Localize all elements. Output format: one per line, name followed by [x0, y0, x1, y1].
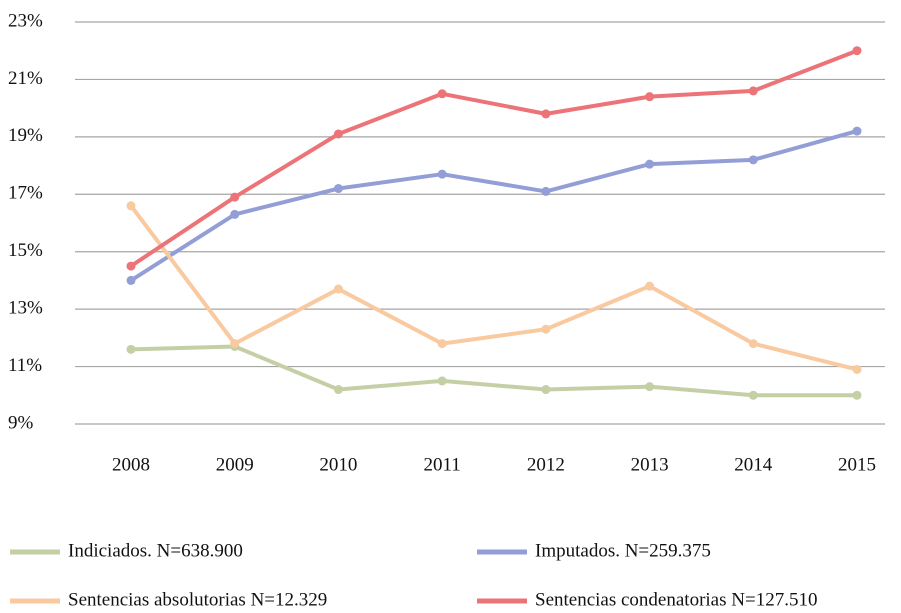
point [126, 201, 136, 211]
point [852, 126, 862, 136]
point [748, 155, 758, 165]
point [541, 109, 551, 119]
legend-label: Sentencias absolutorias N=12.329 [68, 589, 327, 610]
point [333, 284, 343, 294]
y-tick-label: 11% [8, 355, 42, 376]
point [645, 159, 655, 169]
x-tick-label: 2013 [631, 454, 669, 475]
point [437, 339, 447, 349]
series-line [130, 344, 857, 398]
point [541, 385, 551, 395]
point [852, 46, 862, 56]
point [852, 364, 862, 374]
point [748, 339, 758, 349]
point [333, 129, 343, 139]
point [748, 86, 758, 96]
point [645, 281, 655, 291]
point [333, 184, 343, 194]
y-tick-label: 15% [8, 240, 43, 261]
point [126, 344, 136, 354]
y-tick-label: 19% [8, 125, 43, 146]
point [126, 261, 136, 271]
point [645, 382, 655, 392]
y-tick-label: 17% [8, 183, 43, 204]
x-tick-label: 2010 [319, 454, 357, 475]
series-line [129, 129, 858, 283]
series-line [129, 204, 858, 372]
x-tick-label: 2014 [734, 454, 773, 475]
point [437, 169, 447, 179]
x-tick-label: 2009 [216, 454, 254, 475]
x-tick-label: 2008 [112, 454, 150, 475]
series-line [129, 48, 858, 268]
x-tick-label: 2015 [838, 454, 876, 475]
point [230, 339, 240, 349]
y-tick-label: 23% [8, 10, 43, 31]
x-tick-label: 2011 [423, 454, 460, 475]
point [230, 209, 240, 219]
legend-label: Imputados. N=259.375 [535, 540, 711, 561]
y-tick-label: 21% [8, 68, 43, 89]
point [645, 92, 655, 102]
y-tick-label: 13% [8, 298, 43, 319]
point [437, 376, 447, 386]
point [333, 385, 343, 395]
x-tick-label: 2012 [527, 454, 565, 475]
point [852, 390, 862, 400]
point [541, 324, 551, 334]
point [230, 192, 240, 202]
point [541, 186, 551, 196]
legend-label: Sentencias condenatorias N=127.510 [535, 589, 817, 610]
point [126, 275, 136, 285]
y-tick-label: 9% [8, 412, 34, 433]
point [748, 390, 758, 400]
point [437, 89, 447, 99]
legend-label: Indiciados. N=638.900 [68, 540, 243, 561]
